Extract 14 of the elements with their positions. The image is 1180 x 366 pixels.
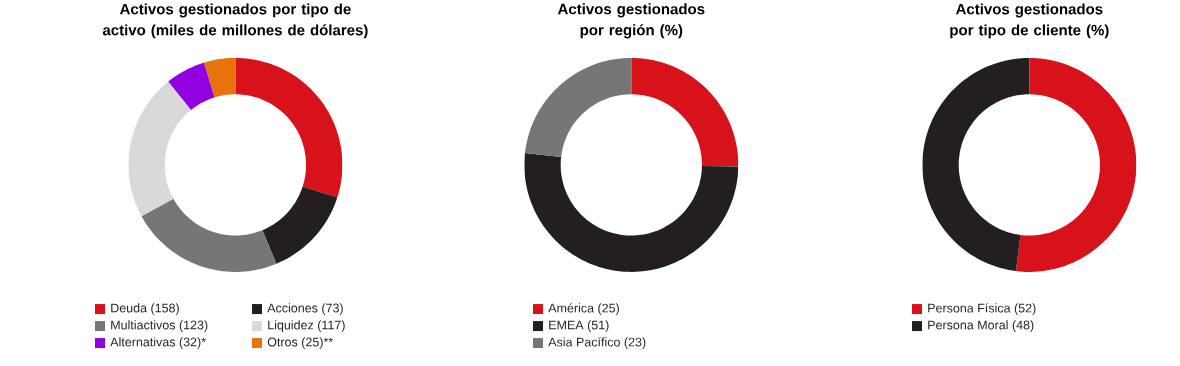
- legend-label: Persona Física (52): [928, 303, 1036, 315]
- legend-label: Liquidez (117): [268, 320, 345, 332]
- chart-title: Activos gestionados por tipo de activo (miles de millones de dólares): [102, 3, 368, 39]
- legend-label: Asia Pacífico (23): [548, 337, 646, 349]
- legend-label: América (25): [548, 303, 619, 315]
- chart-title: Activos gestionados por región (%): [557, 3, 705, 39]
- legend-label: Otros (25)**: [267, 337, 333, 349]
- legend-label: Persona Moral (48): [928, 320, 1034, 332]
- legend-label: Deuda (158): [111, 303, 179, 315]
- legend-label: EMEA (51): [549, 320, 609, 332]
- legend-label: Multiactivos (123): [111, 320, 208, 332]
- chart-title: Activos gestionados por tipo de cliente (%): [950, 3, 1109, 39]
- legend-label: Alternativas (32)*: [110, 337, 206, 349]
- legend-label: Acciones (73): [267, 303, 343, 315]
